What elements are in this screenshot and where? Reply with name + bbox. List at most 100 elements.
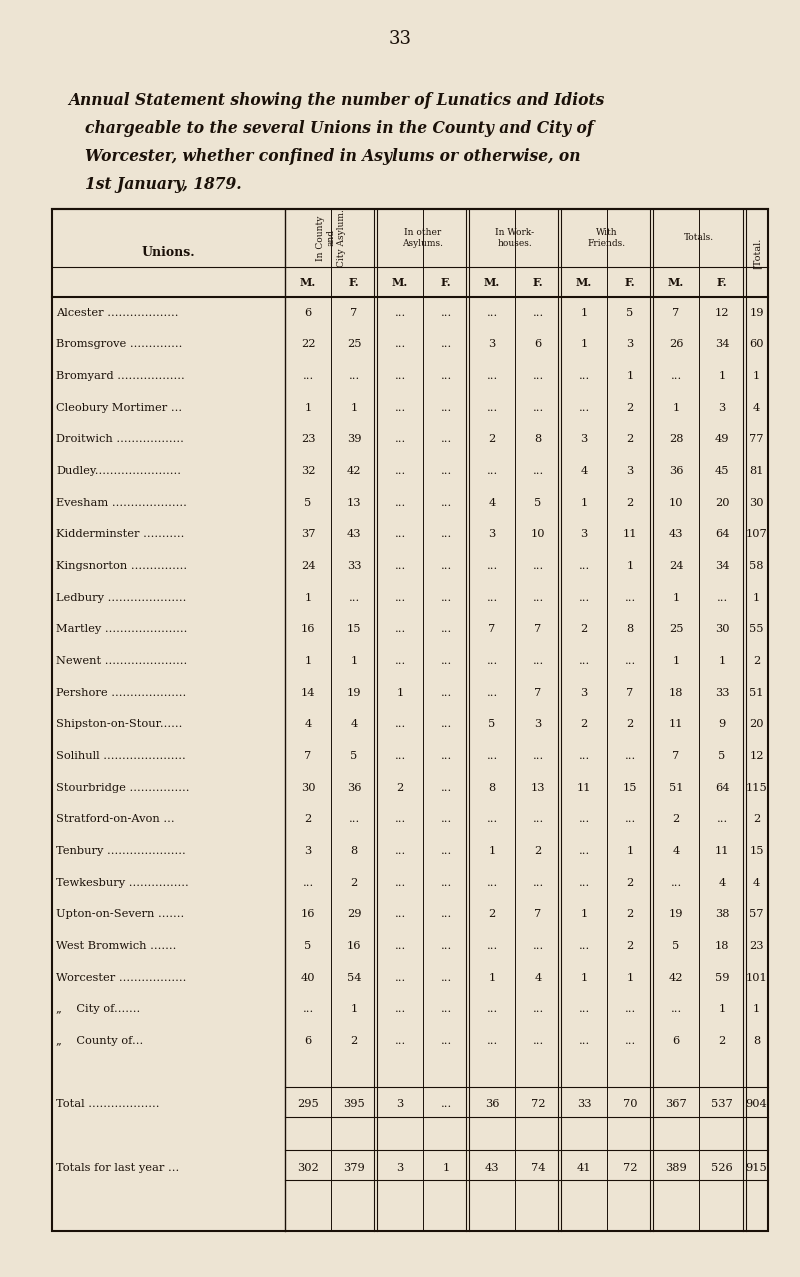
Text: 25: 25 [669, 624, 683, 635]
Text: 1: 1 [304, 656, 312, 667]
Text: 11: 11 [577, 783, 591, 793]
Text: In Work-
houses.: In Work- houses. [495, 229, 534, 248]
Text: In other
Asylums.: In other Asylums. [402, 229, 443, 248]
Text: 7: 7 [672, 308, 680, 318]
Text: chargeable to the several Unions in the County and City of: chargeable to the several Unions in the … [85, 120, 594, 137]
Text: 2: 2 [350, 1036, 358, 1046]
Text: 30: 30 [750, 498, 764, 508]
Text: ...: ... [302, 877, 314, 888]
Text: 1st January, 1879.: 1st January, 1879. [85, 176, 242, 193]
Text: ...: ... [440, 909, 452, 919]
Text: ...: ... [440, 751, 452, 761]
Text: 7: 7 [534, 909, 542, 919]
Text: 11: 11 [622, 530, 638, 539]
Text: 2: 2 [626, 719, 634, 729]
Text: ...: ... [486, 308, 498, 318]
Text: Total ...................: Total ................... [56, 1099, 159, 1110]
Text: ...: ... [578, 751, 590, 761]
Text: 3: 3 [626, 340, 634, 350]
Text: ...: ... [440, 815, 452, 825]
Text: 64: 64 [714, 530, 730, 539]
Text: M.: M. [668, 277, 684, 287]
Text: 8: 8 [753, 1036, 760, 1046]
Text: 6: 6 [304, 1036, 312, 1046]
Text: ...: ... [578, 372, 590, 381]
Text: 4: 4 [718, 877, 726, 888]
Text: Bromsgrove ..............: Bromsgrove .............. [56, 340, 182, 350]
Text: 37: 37 [301, 530, 315, 539]
Text: ...: ... [486, 1005, 498, 1014]
Text: 39: 39 [346, 434, 362, 444]
Text: 12: 12 [750, 751, 764, 761]
Text: ...: ... [394, 530, 406, 539]
Text: 5: 5 [534, 498, 542, 508]
Text: 1: 1 [350, 1005, 358, 1014]
Text: ...: ... [486, 941, 498, 951]
Text: ...: ... [302, 1005, 314, 1014]
Text: ...: ... [486, 877, 498, 888]
Text: Alcester ...................: Alcester ................... [56, 308, 178, 318]
Text: 7: 7 [626, 688, 634, 697]
Text: ...: ... [532, 593, 544, 603]
Text: ...: ... [578, 561, 590, 571]
Text: 5: 5 [626, 308, 634, 318]
Text: ...: ... [394, 751, 406, 761]
Text: 115: 115 [746, 783, 767, 793]
Text: Newent ......................: Newent ...................... [56, 656, 187, 667]
Text: 367: 367 [665, 1099, 687, 1110]
Text: 33: 33 [389, 29, 411, 49]
Text: ...: ... [394, 340, 406, 350]
Text: 2: 2 [488, 434, 496, 444]
Text: ...: ... [394, 877, 406, 888]
Text: 33: 33 [577, 1099, 591, 1110]
Text: 15: 15 [750, 847, 764, 856]
Text: 16: 16 [346, 941, 362, 951]
Text: 43: 43 [346, 530, 362, 539]
Text: ...: ... [394, 847, 406, 856]
Text: Droitwich ..................: Droitwich .................. [56, 434, 184, 444]
Text: 4: 4 [753, 402, 760, 412]
Text: M.: M. [392, 277, 408, 287]
Text: 19: 19 [750, 308, 764, 318]
Text: ...: ... [440, 530, 452, 539]
Text: 2: 2 [626, 909, 634, 919]
Text: ...: ... [348, 593, 360, 603]
Text: 15: 15 [346, 624, 362, 635]
Text: 54: 54 [346, 973, 362, 983]
Text: 295: 295 [297, 1099, 319, 1110]
Text: 1: 1 [672, 593, 680, 603]
Text: 20: 20 [750, 719, 764, 729]
Text: ...: ... [440, 624, 452, 635]
Text: F.: F. [717, 277, 727, 287]
Text: 2: 2 [580, 719, 588, 729]
Text: 4: 4 [534, 973, 542, 983]
Text: Totals for last year ...: Totals for last year ... [56, 1162, 179, 1172]
Text: ...: ... [440, 434, 452, 444]
Text: F.: F. [533, 277, 543, 287]
Text: ...: ... [440, 340, 452, 350]
Text: 33: 33 [714, 688, 730, 697]
Text: 1: 1 [626, 372, 634, 381]
Text: ...: ... [486, 751, 498, 761]
Text: 2: 2 [753, 656, 760, 667]
Text: 904: 904 [746, 1099, 767, 1110]
Text: 6: 6 [534, 340, 542, 350]
Text: ...: ... [716, 815, 728, 825]
Text: 4: 4 [580, 466, 588, 476]
Text: 1: 1 [304, 593, 312, 603]
Text: 16: 16 [301, 909, 315, 919]
Text: ...: ... [532, 402, 544, 412]
Text: 5: 5 [304, 941, 312, 951]
Text: ...: ... [670, 1005, 682, 1014]
Text: 1: 1 [350, 656, 358, 667]
Text: Dudley.......................: Dudley....................... [56, 466, 181, 476]
Text: 5: 5 [718, 751, 726, 761]
Text: 23: 23 [750, 941, 764, 951]
Text: 15: 15 [622, 783, 638, 793]
Text: ...: ... [670, 372, 682, 381]
Text: ...: ... [440, 593, 452, 603]
Text: 2: 2 [396, 783, 404, 793]
Text: 4: 4 [350, 719, 358, 729]
Text: ...: ... [440, 847, 452, 856]
Text: 19: 19 [346, 688, 362, 697]
